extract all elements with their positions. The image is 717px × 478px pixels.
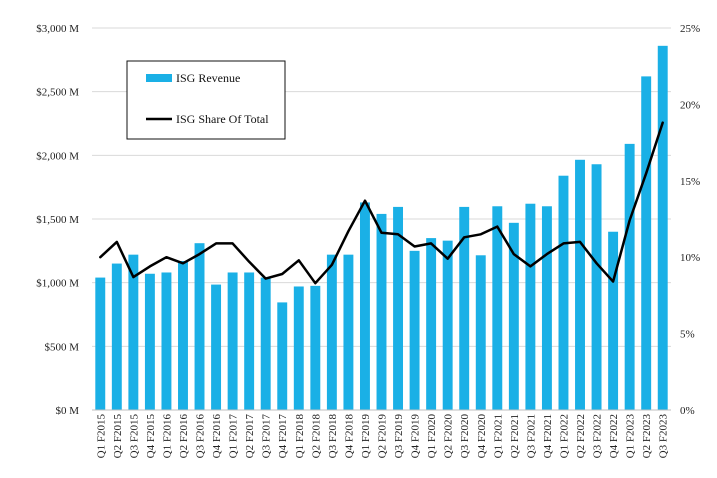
bar: [128, 254, 139, 410]
right-axis: 0% 5% 10% 15% 20% 25%: [680, 23, 700, 417]
x-tick-label: Q2 F2020: [443, 414, 455, 459]
x-tick-label: Q4 F2016: [211, 414, 223, 459]
bar: [144, 273, 155, 410]
x-tick-label: Q1 F2015: [95, 414, 107, 459]
left-tick-label: $1,500 M: [36, 214, 79, 226]
bar: [508, 222, 519, 410]
x-tick-label: Q2 F2017: [244, 414, 256, 459]
left-tick-label: $2,000 M: [36, 150, 79, 162]
bar: [624, 143, 635, 410]
bar: [178, 261, 188, 410]
bar: [277, 302, 288, 410]
bar: [492, 206, 503, 410]
x-tick-label: Q3 F2021: [525, 414, 537, 458]
x-tick-label: Q4 F2019: [410, 414, 422, 459]
legend-label-revenue: ISG Revenue: [176, 71, 240, 85]
x-tick-label: Q2 F2019: [377, 414, 389, 459]
bar: [326, 254, 337, 410]
bar: [343, 254, 354, 410]
legend-swatch-revenue: [146, 74, 172, 82]
x-tick-label: Q2 F2018: [310, 414, 322, 459]
x-tick-label: Q1 F2017: [228, 414, 240, 459]
bar: [575, 159, 585, 410]
bar: [95, 277, 106, 410]
x-tick-label: Q1 F2019: [360, 414, 372, 459]
right-tick-label: 10%: [680, 252, 700, 264]
bar: [111, 263, 122, 410]
right-tick-label: 20%: [680, 99, 700, 111]
bar: [393, 206, 404, 410]
legend: ISG Revenue ISG Share Of Total: [126, 60, 286, 140]
bar: [161, 272, 172, 410]
x-tick-label: Q3 F2015: [128, 414, 140, 459]
x-tick-label: Q3 F2023: [658, 414, 670, 459]
x-tick-label: Q4 F2015: [145, 414, 157, 459]
x-tick-label: Q1 F2023: [625, 414, 637, 459]
bar: [211, 284, 222, 410]
bar: [260, 277, 271, 410]
right-tick-label: 25%: [680, 23, 700, 35]
bar: [194, 243, 205, 410]
x-tick-label: Q3 F2017: [261, 414, 273, 459]
bar: [244, 272, 255, 410]
right-tick-label: 0%: [680, 405, 695, 417]
bar: [558, 175, 569, 410]
legend-label-share: ISG Share Of Total: [176, 112, 269, 126]
x-tick-label: Q4 F2020: [476, 414, 488, 459]
x-tick-label: Q1 F2022: [558, 414, 570, 458]
x-tick-label: Q4 F2022: [608, 414, 620, 458]
bar: [608, 231, 619, 410]
bar: [459, 206, 470, 410]
left-tick-label: $500 M: [44, 341, 79, 353]
x-tick-label: Q3 F2016: [195, 414, 207, 459]
bar: [475, 255, 486, 410]
bar: [376, 213, 387, 410]
bar: [426, 238, 437, 410]
x-tick-label: Q2 F2023: [641, 414, 653, 459]
x-tick-label: Q2 F2016: [178, 414, 190, 459]
x-tick-label: Q3 F2022: [592, 414, 604, 458]
bar: [525, 203, 536, 410]
x-tick-label: Q2 F2021: [509, 414, 521, 458]
x-tick-label: Q3 F2019: [393, 414, 405, 459]
bar-series: [95, 45, 668, 411]
left-axis: $0 M $500 M $1,000 M $1,500 M $2,000 M $2,500…: [36, 23, 79, 417]
x-tick-label: Q1 F2018: [294, 414, 306, 459]
x-tick-label: Q1 F2020: [426, 414, 438, 459]
bar: [641, 76, 652, 411]
x-tick-label: Q3 F2018: [327, 414, 339, 459]
left-tick-label: $3,000 M: [36, 23, 79, 35]
x-tick-label: Q3 F2020: [459, 414, 471, 459]
x-tick-label: Q2 F2015: [112, 414, 124, 459]
bar: [541, 206, 552, 410]
left-tick-label: $2,500 M: [36, 87, 79, 99]
share-line: [99, 121, 664, 285]
bar: [657, 45, 668, 411]
bar: [310, 285, 321, 410]
bar: [227, 272, 238, 410]
x-tick-label: Q1 F2016: [161, 414, 173, 459]
x-tick-label: Q4 F2021: [542, 414, 554, 458]
right-tick-label: 5%: [680, 329, 695, 341]
x-axis: Q1 F2015 Q2 F2015 Q3 F2015 Q4 F2015 Q1 F2016…: [95, 414, 669, 459]
x-tick-label: Q2 F2022: [575, 414, 587, 458]
bar: [442, 240, 453, 410]
x-tick-label: Q1 F2021: [492, 414, 504, 458]
x-tick-label: Q4 F2017: [277, 414, 289, 459]
left-tick-label: $0 M: [55, 405, 79, 417]
bar: [409, 250, 420, 410]
bar: [591, 164, 602, 410]
x-tick-label: Q4 F2018: [343, 414, 355, 459]
bar: [293, 286, 304, 410]
left-tick-label: $1,000 M: [36, 278, 79, 290]
bar: [359, 202, 370, 410]
right-tick-label: 15%: [680, 176, 700, 188]
